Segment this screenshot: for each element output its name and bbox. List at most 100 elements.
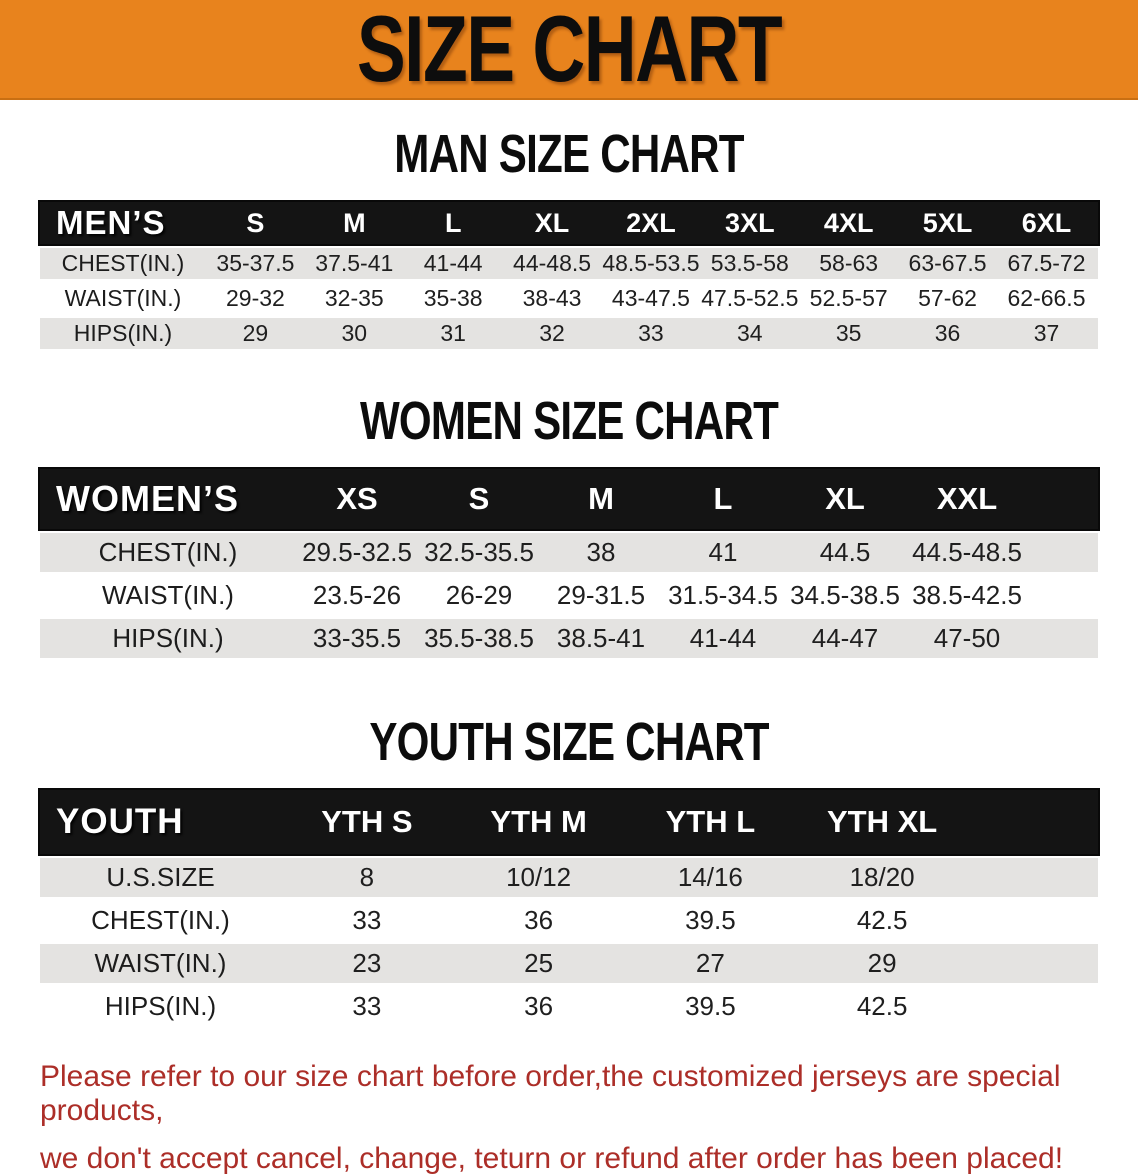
size-value-cell: 41-44 — [662, 619, 784, 658]
row-label: HIPS(IN.) — [40, 318, 206, 349]
size-value-cell: 62-66.5 — [997, 283, 1096, 314]
size-value-cell: 34 — [700, 318, 800, 349]
size-value-cell: 42.5 — [796, 901, 968, 940]
size-value-cell: 31.5-34.5 — [662, 576, 784, 615]
row-spacer — [1096, 283, 1098, 314]
size-value-cell: 29 — [796, 944, 968, 983]
row-label: U.S.SIZE — [40, 858, 281, 897]
size-value-cell: 33-35.5 — [296, 619, 418, 658]
size-value-cell: 36 — [452, 901, 625, 940]
size-value-cell: 39.5 — [624, 987, 797, 1026]
size-value-cell: 18/20 — [796, 858, 968, 897]
size-value-cell: 10/12 — [452, 858, 625, 897]
row-spacer — [968, 987, 1098, 1026]
chart-section: WOMEN SIZE CHART WOMEN’S XS S M L XL XXL CHES… — [0, 393, 1138, 662]
size-table-body: U.S.SIZE 8 10/12 14/16 18/20 CHEST(IN.) 33 36 39… — [40, 858, 1098, 1026]
column-header: YTH XL — [796, 790, 968, 854]
size-table-body: CHEST(IN.) 29.5-32.5 32.5-35.5 38 41 44.5 44.5… — [40, 533, 1098, 658]
table-row: HIPS(IN.) 33 36 39.5 42.5 — [40, 987, 1098, 1026]
header-spacer — [968, 790, 1098, 854]
row-label: HIPS(IN.) — [40, 619, 296, 658]
column-header: XXL — [906, 469, 1028, 529]
table-row: WAIST(IN.) 23 25 27 29 — [40, 944, 1098, 983]
size-value-cell: 36 — [452, 987, 625, 1026]
size-value-cell: 47-50 — [906, 619, 1028, 658]
column-header: XS — [296, 469, 418, 529]
size-value-cell: 37.5-41 — [304, 248, 404, 279]
size-value-cell: 30 — [304, 318, 404, 349]
column-header: YTH L — [624, 790, 797, 854]
table-corner-label: YOUTH — [40, 790, 281, 854]
size-value-cell: 42.5 — [796, 987, 968, 1026]
row-spacer — [1096, 318, 1098, 349]
section-title: YOUTH SIZE CHART — [0, 714, 1138, 770]
order-notice: Please refer to our size chart before or… — [40, 1060, 1100, 1176]
size-table-header-row: MEN’S S M L XL 2XL 3XL 4XL 5XL 6XL — [38, 200, 1100, 246]
size-value-cell: 14/16 — [624, 858, 797, 897]
size-value-cell: 58-63 — [799, 248, 899, 279]
row-spacer — [1028, 533, 1098, 572]
size-value-cell: 8 — [281, 858, 453, 897]
banner-title: SIZE CHART — [356, 0, 783, 101]
column-header: 2XL — [601, 202, 701, 244]
section-title: MAN SIZE CHART — [0, 126, 1138, 182]
row-label: HIPS(IN.) — [40, 987, 281, 1026]
row-spacer — [1096, 248, 1098, 279]
size-value-cell: 44-48.5 — [502, 248, 602, 279]
size-value-cell: 35-38 — [403, 283, 503, 314]
size-value-cell: 29-31.5 — [540, 576, 662, 615]
size-value-cell: 23 — [281, 944, 453, 983]
size-table-header-row: YOUTH YTH S YTH M YTH L YTH XL — [38, 788, 1100, 856]
column-header: XL — [502, 202, 602, 244]
table-row: CHEST(IN.) 35-37.5 37.5-41 41-44 44-48.5 48.5… — [40, 248, 1098, 279]
size-value-cell: 31 — [403, 318, 503, 349]
size-value-cell: 53.5-58 — [700, 248, 800, 279]
size-value-cell: 43-47.5 — [601, 283, 701, 314]
size-value-cell: 39.5 — [624, 901, 797, 940]
table-row: HIPS(IN.) 33-35.5 35.5-38.5 38.5-41 41-44 44-… — [40, 619, 1098, 658]
size-value-cell: 35.5-38.5 — [418, 619, 540, 658]
size-table: YOUTH YTH S YTH M YTH L YTH XL U.S.SIZE 8 10/… — [38, 786, 1100, 1030]
row-label: CHEST(IN.) — [40, 533, 296, 572]
size-value-cell: 67.5-72 — [997, 248, 1096, 279]
size-value-cell: 33 — [601, 318, 701, 349]
size-value-cell: 34.5-38.5 — [784, 576, 906, 615]
column-header: YTH S — [281, 790, 453, 854]
row-label: CHEST(IN.) — [40, 248, 206, 279]
section-title: WOMEN SIZE CHART — [0, 393, 1138, 449]
size-value-cell: 37 — [997, 318, 1096, 349]
size-value-cell: 38-43 — [502, 283, 602, 314]
size-value-cell: 27 — [624, 944, 797, 983]
chart-section: MAN SIZE CHART MEN’S S M L XL 2XL 3XL 4XL 5XL 6X… — [0, 126, 1138, 353]
row-label: WAIST(IN.) — [40, 283, 206, 314]
size-value-cell: 26-29 — [418, 576, 540, 615]
size-value-cell: 32.5-35.5 — [418, 533, 540, 572]
size-table: WOMEN’S XS S M L XL XXL CHEST(IN.) 29.5-32.5 32… — [38, 465, 1100, 662]
table-row: U.S.SIZE 8 10/12 14/16 18/20 — [40, 858, 1098, 897]
column-header: 3XL — [700, 202, 800, 244]
column-header: XL — [784, 469, 906, 529]
size-value-cell: 63-67.5 — [898, 248, 997, 279]
size-value-cell: 33 — [281, 901, 453, 940]
column-header: L — [662, 469, 784, 529]
size-value-cell: 32-35 — [304, 283, 404, 314]
column-header: 5XL — [898, 202, 997, 244]
size-value-cell: 38.5-42.5 — [906, 576, 1028, 615]
table-row: WAIST(IN.) 23.5-26 26-29 29-31.5 31.5-34.5 34… — [40, 576, 1098, 615]
size-table-body: CHEST(IN.) 35-37.5 37.5-41 41-44 44-48.5 48.5… — [40, 248, 1098, 349]
size-value-cell: 38 — [540, 533, 662, 572]
size-value-cell: 41-44 — [403, 248, 503, 279]
column-header: M — [304, 202, 404, 244]
size-value-cell: 48.5-53.5 — [601, 248, 701, 279]
section-title-text: WOMEN SIZE CHART — [359, 391, 779, 451]
section-title-text: MAN SIZE CHART — [394, 124, 744, 184]
size-value-cell: 44.5 — [784, 533, 906, 572]
row-spacer — [968, 944, 1098, 983]
size-value-cell: 23.5-26 — [296, 576, 418, 615]
size-value-cell: 38.5-41 — [540, 619, 662, 658]
table-corner-label: WOMEN’S — [40, 469, 296, 529]
size-value-cell: 33 — [281, 987, 453, 1026]
size-value-cell: 41 — [662, 533, 784, 572]
row-spacer — [1028, 576, 1098, 615]
header-spacer — [1028, 469, 1098, 529]
